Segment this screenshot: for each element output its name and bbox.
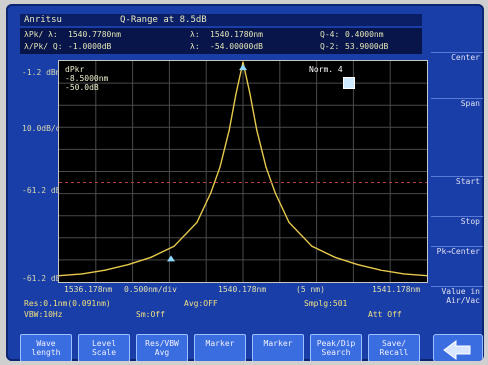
readout-label: Q-4: [320,30,340,39]
trace-point [104,269,106,271]
delta-marker-wavelength: -8.5000nm [65,74,109,83]
trace-point [219,166,221,168]
x-axis-start-label: 1536.178nm [64,285,113,294]
spectrum-plot[interactable]: dPkr -8.5000nm -50.0dB Norm. 4 [58,60,428,283]
trace-point [59,275,60,277]
status-row-2: VBW:10Hz Sm:Off Att Off [24,310,426,320]
y-axis-bottom-label: -61.2 dBm [22,274,66,283]
marker-readout-panel: λPk/ λ: 1540.7780nm λ: 1540.1780nm Q-4: … [20,28,422,54]
smoothing-status: Sm:Off [136,310,165,319]
norm-marker-label: Norm. 4 [309,65,343,74]
side-key-start[interactable]: Start [431,176,483,186]
softkey-marker-trace[interactable]: Marker [194,334,246,361]
resolution-status: Res:0.1nm(0.091nm) [24,299,111,308]
trace-point [173,245,175,247]
trace-point [127,264,129,266]
trace-point [235,92,237,95]
osa-screen: Anritsu Q-Range at 8.5dB λPk/ λ: 1540.77… [6,4,484,361]
vbw-status: VBW:10Hz [24,310,63,319]
measurement-title: Q-Range at 8.5dB [120,15,207,25]
trace-point [249,92,251,95]
return-button[interactable] [433,334,483,361]
delta-marker[interactable] [167,255,175,262]
trace-point [81,273,83,275]
trace-point [265,166,267,168]
trace-point [334,256,336,258]
softkey-save-recall[interactable]: Save/ Recall [368,334,420,361]
y-axis-top-label: -1.2 dBm [22,68,61,77]
softkey-level-scale[interactable]: Level Scale [78,334,130,361]
x-axis-stop-label: 1541.178nm [372,285,421,294]
trace-point [242,61,244,63]
side-function-menu: Center Span Start Stop Pk→Center Value i… [431,40,483,348]
readout-label: λPk/ λ: [24,30,58,39]
readout-value: 1540.7780nm [68,30,121,39]
x-axis-scale-label: 0.500nm/div [124,285,177,294]
average-status: Avg:OFF [184,299,218,308]
softkey-res-vbw-avg[interactable]: Res/VBW Avg [136,334,188,361]
readout-value: -54.00000dB [210,42,263,51]
softkey-peak-dip-search[interactable]: Peak/Dip Search [310,334,362,361]
trace-point [228,129,230,131]
sampling-status: Smplg:501 [304,299,348,308]
side-key-stop[interactable]: Stop [431,216,483,226]
readout-value: 0.4000nm [345,30,384,39]
side-key-span[interactable]: Span [431,98,483,108]
delta-marker-level: -50.0dB [65,83,99,92]
readout-value: 53.9000dB [345,42,389,51]
side-key-peak-to-center[interactable]: Pk→Center [431,246,483,256]
side-key-air-vac[interactable]: Value in Air/Vac [431,286,483,305]
trace-point [274,192,276,194]
title-bar: Anritsu Q-Range at 8.5dB [20,14,422,26]
readout-label: λ/Pk/ Q: [24,42,63,51]
peak-marker[interactable] [239,64,247,71]
trace-point [150,256,152,258]
trace-point [311,245,313,247]
trace-point [426,275,427,277]
status-row-1: Res:0.1nm(0.091nm) Avg:OFF Smplg:501 [24,299,426,309]
trace-point [357,264,359,266]
x-axis-span-label: (5 nm) [296,285,325,294]
trace-point [256,129,258,131]
delta-marker-label: dPkr [65,65,85,74]
readout-value: 1540.1780nm [210,30,263,39]
trace-point [196,221,198,223]
y-axis-scale-label: 10.0dB/div [22,124,71,133]
trace-point [380,269,382,271]
softkey-wavelength[interactable]: Wave length [20,334,72,361]
softkey-marker[interactable]: Marker [252,334,304,361]
norm-marker-box[interactable] [343,77,355,89]
y-axis-ref-label: -61.2 dBm [22,186,66,195]
trace-point [210,192,212,194]
attenuator-status: Att Off [368,310,402,319]
readout-value: -1.0000dB [68,42,112,51]
spectrum-chart [59,61,427,282]
readout-label: λ: [190,42,200,51]
readout-label: Q-2: [320,42,340,51]
trace-point [403,273,405,275]
return-arrow-icon [443,340,471,360]
brand-logo: Anritsu [24,15,62,25]
readout-label: λ: [190,30,200,39]
side-key-center[interactable]: Center [431,52,483,62]
trace-point [288,221,290,223]
x-axis-center-label: 1540.178nm [218,285,267,294]
softkey-bar: Wave length Level Scale Res/VBW Avg Mark… [20,334,430,361]
